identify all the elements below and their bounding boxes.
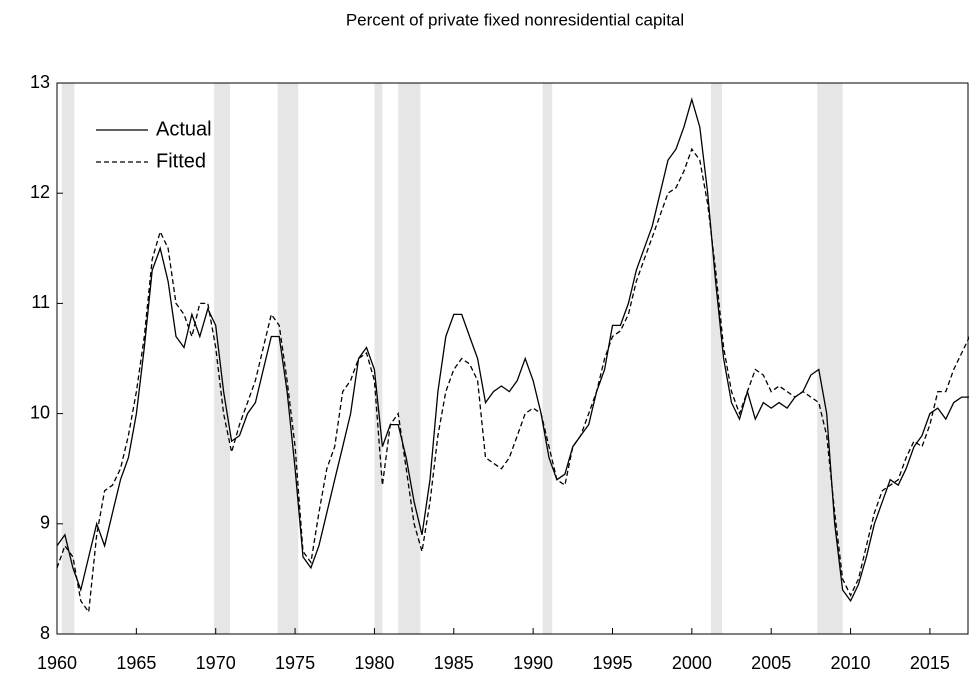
series-line [56, 97, 969, 603]
plot-frame [56, 82, 969, 635]
x-tick-label: 2005 [751, 653, 791, 673]
chart-title: Percent of private fixed nonresidential … [346, 10, 684, 29]
x-tick-label: 1970 [196, 653, 236, 673]
y-tick-label: 11 [31, 292, 50, 312]
recession-band [710, 83, 722, 634]
x-tick-label: 1985 [434, 653, 474, 673]
y-tick-label: 13 [30, 72, 50, 92]
x-tick-label: 1980 [354, 653, 394, 673]
x-tick-label: 1995 [592, 653, 632, 673]
legend-label: Fitted [156, 150, 206, 172]
x-tick-label: 2010 [831, 653, 871, 673]
y-tick-label: 8 [40, 623, 50, 643]
series-line [56, 147, 969, 614]
recession-band [277, 83, 299, 634]
x-tick-label: 1975 [275, 653, 315, 673]
y-tick-label: 9 [40, 513, 50, 533]
y-tick-label: 10 [30, 402, 50, 422]
x-tick-label: 2015 [910, 653, 950, 673]
recession-band [61, 83, 75, 634]
x-tick-label: 1965 [116, 653, 156, 673]
y-tick-label: 12 [30, 182, 50, 202]
x-tick-label: 1960 [37, 653, 77, 673]
x-tick-label: 1990 [513, 653, 553, 673]
legend-label: Actual [156, 118, 212, 140]
recession-band [374, 83, 383, 634]
recession-band [542, 83, 553, 634]
x-tick-label: 2000 [672, 653, 712, 673]
recession-band [398, 83, 421, 634]
recession-band [214, 83, 230, 634]
